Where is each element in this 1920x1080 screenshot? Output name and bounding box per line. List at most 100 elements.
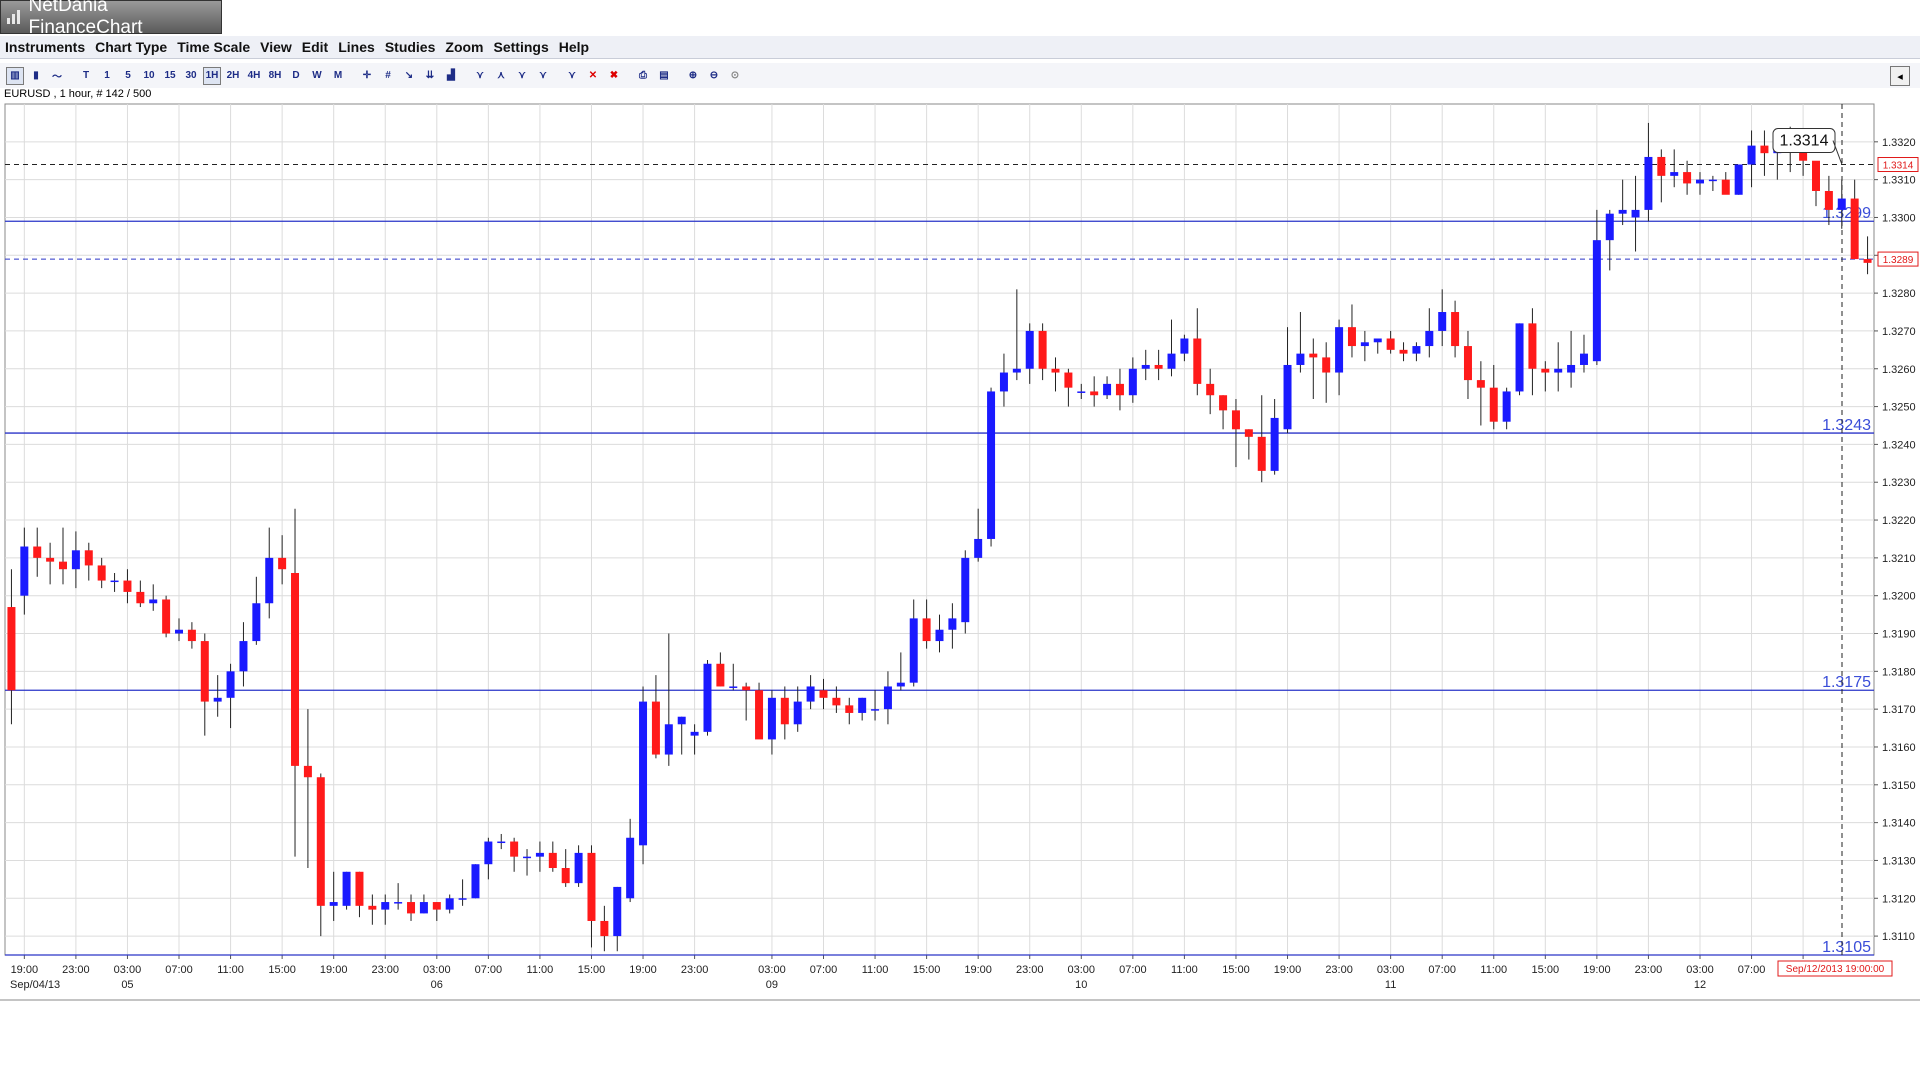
timeframe-week-button[interactable]: W: [312, 70, 322, 81]
volume-icon[interactable]: ▟: [447, 70, 455, 81]
gann-icon[interactable]: ⋎: [539, 70, 547, 81]
candle: [1115, 368, 1124, 411]
cursor-icon[interactable]: ↘: [404, 70, 414, 81]
candle: [1012, 289, 1021, 381]
fibonacci-icon[interactable]: ⋎: [518, 70, 526, 81]
bar-chart-icon[interactable]: ▥: [6, 66, 24, 85]
level-label: 1.3299: [1822, 205, 1871, 222]
y-tick-label: 1.3300: [1882, 212, 1916, 224]
x-date-label: 12: [1694, 979, 1706, 991]
candle: [1438, 289, 1447, 347]
zoom-in-icon[interactable]: ⊕: [688, 70, 698, 81]
timeframe-1h-button[interactable]: 1H: [203, 66, 221, 85]
menu-studies[interactable]: Studies: [384, 39, 436, 55]
candle: [342, 871, 351, 910]
x-date-label: Sep/04/13: [10, 979, 60, 991]
x-tick-label: 15:00: [913, 964, 941, 976]
timeframe-month-button[interactable]: M: [333, 70, 343, 81]
candle-body: [587, 852, 596, 921]
y-tick-label: 1.3140: [1882, 818, 1916, 830]
y-tick-label: 1.3160: [1882, 742, 1916, 754]
candle: [33, 527, 42, 577]
candle: [1335, 319, 1344, 396]
candle-body: [1103, 383, 1112, 396]
menu-time-scale[interactable]: Time Scale: [177, 39, 251, 55]
print-icon[interactable]: ⎙: [639, 70, 647, 81]
candle: [1206, 368, 1215, 415]
draw-tool-icon[interactable]: ⋎: [568, 70, 576, 81]
crosshair-icon[interactable]: ✛: [362, 70, 372, 81]
zoom-out-icon[interactable]: ⊖: [709, 70, 719, 81]
candle-body: [407, 902, 416, 914]
candle-body: [626, 837, 635, 899]
timeframe-tick-button[interactable]: T: [82, 70, 90, 81]
zoom-reset-icon[interactable]: ⊙: [730, 70, 740, 81]
trendline-icon[interactable]: ⋎: [476, 70, 484, 81]
print-preview-icon[interactable]: ▤: [659, 70, 669, 81]
candle-body: [1451, 312, 1460, 347]
candle-body: [1812, 160, 1820, 191]
timeframe-day-button[interactable]: D: [292, 70, 300, 81]
candle-body: [1760, 145, 1769, 154]
menu-settings[interactable]: Settings: [493, 39, 549, 55]
timeframe-2h-button[interactable]: 2H: [226, 70, 240, 81]
candle: [1128, 357, 1137, 403]
y-tick-label: 1.3230: [1882, 477, 1916, 489]
candle-body: [1309, 353, 1318, 358]
timeframe-1m-button[interactable]: 1: [104, 70, 110, 81]
candle-body: [458, 898, 467, 900]
candle-body: [948, 618, 957, 630]
candle-body: [729, 686, 738, 688]
x-tick-label: 23:00: [371, 964, 399, 976]
candle-body: [1386, 338, 1395, 350]
candle-body: [1631, 209, 1640, 218]
menu-lines[interactable]: Lines: [338, 39, 375, 55]
candle: [510, 837, 519, 872]
x-tick-label: 15:00: [578, 964, 606, 976]
channel-icon[interactable]: ⋏: [497, 70, 505, 81]
candle-body: [1644, 156, 1653, 210]
line-chart-icon[interactable]: 〜: [52, 72, 62, 83]
candle: [291, 508, 300, 857]
candle-body: [935, 629, 944, 642]
menu-view[interactable]: View: [260, 39, 292, 55]
timeframe-15m-button[interactable]: 15: [164, 70, 176, 81]
indicator-icon[interactable]: ⇊: [425, 70, 435, 81]
candle-body: [1425, 330, 1434, 347]
candle: [1154, 349, 1163, 381]
toolbar: ▥ ▮ 〜 T 1 5 10 15 30 1H 2H 4H 8H D W M ✛…: [0, 63, 1920, 88]
plot-area: [4, 103, 1875, 956]
menu-zoom[interactable]: Zoom: [445, 39, 484, 55]
window-title-box[interactable]: NetDania FinanceChart: [0, 0, 222, 38]
timeframe-30m-button[interactable]: 30: [185, 70, 197, 81]
collapse-panel-button[interactable]: ◂: [1890, 66, 1910, 86]
candle-body: [767, 697, 776, 740]
x-date-label: 06: [431, 979, 443, 991]
candle: [1309, 338, 1318, 400]
grid-icon[interactable]: #: [385, 70, 391, 81]
candle: [136, 580, 145, 608]
timeframe-4h-button[interactable]: 4H: [247, 70, 261, 81]
candle-body: [1399, 349, 1408, 354]
timeframe-10m-button[interactable]: 10: [143, 70, 155, 81]
candle-body: [484, 841, 493, 865]
candle: [149, 584, 158, 611]
candle-body: [961, 557, 970, 623]
menu-chart-type[interactable]: Chart Type: [95, 39, 168, 55]
candlestick-icon[interactable]: ▮: [33, 70, 39, 81]
delete-icon[interactable]: ✕: [588, 70, 598, 81]
timeframe-8h-button[interactable]: 8H: [268, 70, 282, 81]
timeframe-5m-button[interactable]: 5: [125, 70, 131, 81]
candle-body: [368, 905, 377, 910]
candle: [651, 675, 660, 759]
candle-body: [187, 629, 196, 642]
menu-instruments[interactable]: Instruments: [5, 39, 86, 55]
candle-body: [291, 572, 300, 766]
menu-help[interactable]: Help: [558, 39, 590, 55]
candle-body: [1579, 353, 1588, 365]
menu-edit[interactable]: Edit: [301, 39, 329, 55]
candle: [1644, 122, 1653, 222]
delete-all-icon[interactable]: ✖: [609, 70, 619, 81]
candle-body: [1683, 172, 1692, 184]
